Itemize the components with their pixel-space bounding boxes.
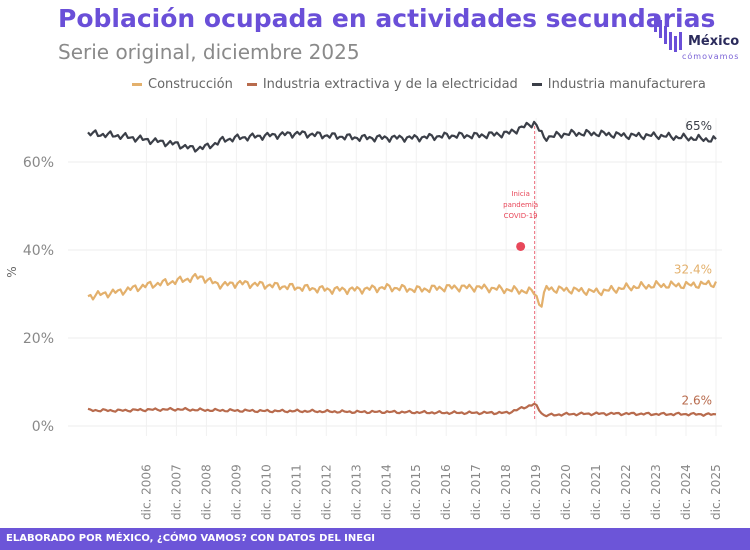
legend-label-extractiva: Industria extractiva y de la electricida… — [262, 77, 518, 92]
legend-item-construccion: Construcción — [132, 77, 233, 92]
x-tick-label: dic. 2020 — [559, 464, 573, 520]
legend-label-construccion: Construcción — [148, 77, 233, 92]
series-line-0 — [87, 272, 717, 308]
x-tick-label: dic. 2012 — [319, 464, 333, 520]
x-tick-label: dic. 2011 — [289, 464, 303, 520]
x-tick-label: dic. 2022 — [619, 464, 633, 520]
series-end-label-0: 32.4% — [674, 262, 712, 276]
legend-label-manufacturera: Industria manufacturera — [547, 77, 706, 92]
chart-plot: 0% 20% 40% 60% dic. 2006 dic. 2007 dic. 2008 di… — [5, 118, 723, 520]
x-tick-label: dic. 2006 — [139, 464, 153, 520]
legend-swatch-extractiva — [246, 83, 257, 86]
logo-bars-icon — [654, 14, 682, 52]
pandemic-annotation-text: COVID-19 — [504, 212, 538, 220]
y-tick-label: 20% — [23, 331, 54, 347]
series-line-1 — [87, 402, 717, 418]
legend-swatch-construccion — [132, 83, 142, 86]
series-end-label-2: 65% — [685, 119, 712, 133]
x-tick-label: dic. 2007 — [169, 464, 183, 520]
x-tick-label: dic. 2023 — [649, 464, 663, 520]
footer-credit: ELABORADO POR MÉXICO, ¿CÓMO VAMOS? CON D… — [6, 533, 376, 544]
legend-item-extractiva: Industria extractiva y de la electricida… — [246, 77, 518, 92]
chart-subtitle: Serie original, diciembre 2025 — [58, 40, 360, 64]
series-line-2 — [87, 120, 717, 153]
legend-item-manufacturera: Industria manufacturera — [531, 77, 706, 92]
x-tick-label: dic. 2018 — [499, 464, 513, 520]
chart-legend: Construcción Industria extractiva y de l… — [132, 77, 706, 92]
x-tick-label: dic. 2009 — [229, 464, 243, 520]
footer-bar: ELABORADO POR MÉXICO, ¿CÓMO VAMOS? CON D… — [0, 528, 750, 550]
y-tick-label: 0% — [32, 419, 54, 435]
logo-subtext: cómovamos — [682, 52, 740, 61]
x-tick-label: dic. 2014 — [379, 464, 393, 520]
y-axis-label: % — [5, 266, 19, 277]
x-tick-label: dic. 2017 — [469, 464, 483, 520]
y-tick-label: 60% — [23, 155, 54, 171]
x-tick-label: dic. 2025 — [709, 464, 723, 520]
x-tick-label: dic. 2019 — [529, 464, 543, 520]
x-tick-label: dic. 2024 — [679, 464, 693, 520]
chart-title: Población ocupada en actividades secunda… — [58, 4, 716, 33]
x-tick-label: dic. 2013 — [349, 464, 363, 520]
x-tick-label: dic. 2015 — [409, 464, 423, 520]
x-tick-label: dic. 2016 — [439, 464, 453, 520]
brand-logo: México cómovamos — [652, 12, 744, 64]
x-tick-label: dic. 2008 — [199, 464, 213, 520]
logo-wordmark: México — [688, 34, 740, 49]
pandemic-annotation-text: pandemia — [503, 201, 538, 209]
y-tick-label: 40% — [23, 243, 54, 259]
x-tick-label: dic. 2021 — [589, 464, 603, 520]
x-tick-label: dic. 2010 — [259, 464, 273, 520]
pandemic-marker — [516, 241, 526, 251]
series-end-label-1: 2.6% — [682, 394, 713, 408]
legend-swatch-manufacturera — [531, 83, 542, 86]
pandemic-annotation-text: Inicia — [511, 190, 530, 198]
